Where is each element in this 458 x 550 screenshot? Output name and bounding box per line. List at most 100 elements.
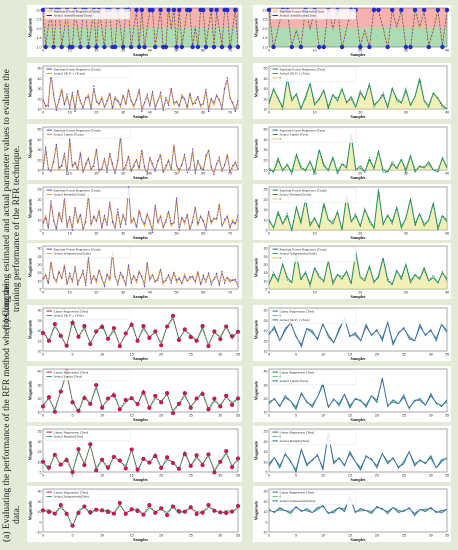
data-point-c15 [64,458,69,463]
legend-label-c15: Linear Regression (Test) [54,430,89,434]
series-predicted-c14 [268,379,448,410]
data-point-c3 [167,104,170,107]
data-point-c5 [141,150,143,152]
legend-box-c4 [270,66,357,82]
ytick-label-c16: 15 [264,450,268,454]
data-point-c1 [235,44,241,50]
data-point-c15 [159,465,164,470]
section-a-label: (a) Evaluating the performance of the RF… [2,283,22,542]
data-point-c9 [162,280,164,283]
xtick-label-c7: 10 [68,232,72,236]
legend-c9: Random Forest Regressor (Train)Actual Ad… [44,246,131,258]
data-point-c5 [197,159,199,162]
data-point-c5 [237,168,239,170]
data-point-c1 [86,44,91,50]
data-point-c1 [195,44,201,50]
chart-panel-c10: 5 10 15 20 25 30 0 10 20 30 40 Samples Magnitude Rand… [253,243,451,299]
legend-box-c9 [44,246,131,258]
data-point-c5 [189,167,191,169]
data-point-c9 [55,279,58,281]
legend-box-c16 [270,429,357,445]
xtick-label-c5: 0 [42,172,44,176]
data-point-c5 [52,161,55,163]
data-point-c5 [138,166,140,169]
xtick-label-c6: 0 [268,172,270,176]
ytick-label-c8: 25 [264,188,268,192]
series-actual-c17 [42,504,239,529]
data-point-c11 [135,338,140,343]
data-point-c1 [120,44,126,50]
data-point-c5 [103,157,106,160]
xtick-label-c16: 20 [375,474,379,478]
data-point-c5 [58,166,60,169]
data-point-c17 [200,510,205,515]
data-point-c5 [122,169,124,171]
data-point-c9 [122,276,124,278]
plot-frame-c16 [268,428,448,473]
legend-c15: Linear Regression (Test)Actual Resistin(… [44,429,131,441]
xtick-label-c10: 40 [445,291,449,295]
data-point-c7 [231,221,234,223]
data-point-c13 [129,396,134,401]
data-point-c2 [426,44,431,50]
data-point-c5 [221,170,223,172]
data-point-c5 [231,164,234,167]
xtick-label-c4: 40 [445,111,449,115]
xtick-label-c6: 40 [445,172,449,176]
yaxis-label-c3: Magnitude [28,78,33,98]
data-point-c7 [210,220,212,223]
ytick-label-c1: 1.0 [37,46,42,50]
data-point-c3 [95,101,98,103]
data-point-c13 [105,396,111,401]
series-predicted-c12 [268,318,448,349]
data-point-c7 [50,200,52,202]
data-point-c17 [135,508,140,514]
data-point-c1 [219,44,225,50]
chart-svg-c11: 10 15 20 25 30 0 5 10 15 20 25 30 35 Samples Magnitude… [28,307,241,361]
data-point-c5 [127,156,130,158]
data-point-c17 [188,505,193,510]
ytick-label-c3: 10 [38,108,42,112]
xtick-label-c9: 50 [175,291,179,295]
xtick-label-c12: 10 [321,353,325,357]
data-point-c3 [199,103,202,106]
data-point-c9 [146,262,148,264]
data-point-c13 [58,389,63,394]
xtick-label-c4: 20 [358,111,362,115]
data-point-c2 [376,7,381,13]
xtick-label-c17: 15 [130,534,134,538]
data-point-c13 [123,397,128,403]
xtick-label-c1: 70 [228,49,232,53]
data-point-c9 [135,279,138,281]
data-point-c9 [221,270,223,273]
legend-c3: Random Forest Regressor (Train)Actual SK… [44,66,131,78]
legend-c4: Random Forest Regressor (Test)Actual SK … [270,66,357,82]
data-point-c1 [128,44,134,50]
legend-label-c3: Actual SK P_1 (Train) [54,72,86,76]
data-point-c3 [183,98,186,100]
data-point-c7 [186,214,188,216]
xtick-label-c3: 0 [42,111,44,115]
ytick-label-c10: 5 [266,288,268,292]
data-point-c7 [71,229,74,232]
data-point-c1 [227,44,233,50]
ytick-label-c11: 10 [38,350,42,354]
data-point-c9 [133,275,135,277]
legend-c17: Linear Regression (Test)Actual Adiponect… [44,489,131,501]
data-point-c13 [117,407,122,412]
xtick-label-c7: 20 [94,232,98,236]
yaxis-label-c9: Magnitude [28,258,33,278]
data-point-c1 [190,44,195,50]
xaxis-label-c5: Samples [133,175,148,180]
ytick-label-c11: 25 [38,319,42,323]
data-point-c7 [74,206,76,209]
data-point-c5 [210,166,212,168]
ytick-label-c3: 40 [38,77,42,81]
xtick-label-c7: 40 [148,232,152,236]
xtick-label-c17: 25 [189,534,193,538]
data-point-c11 [147,335,152,340]
data-point-c5 [50,170,52,172]
xtick-label-c13: 30 [218,414,222,418]
data-point-c15 [123,466,128,471]
